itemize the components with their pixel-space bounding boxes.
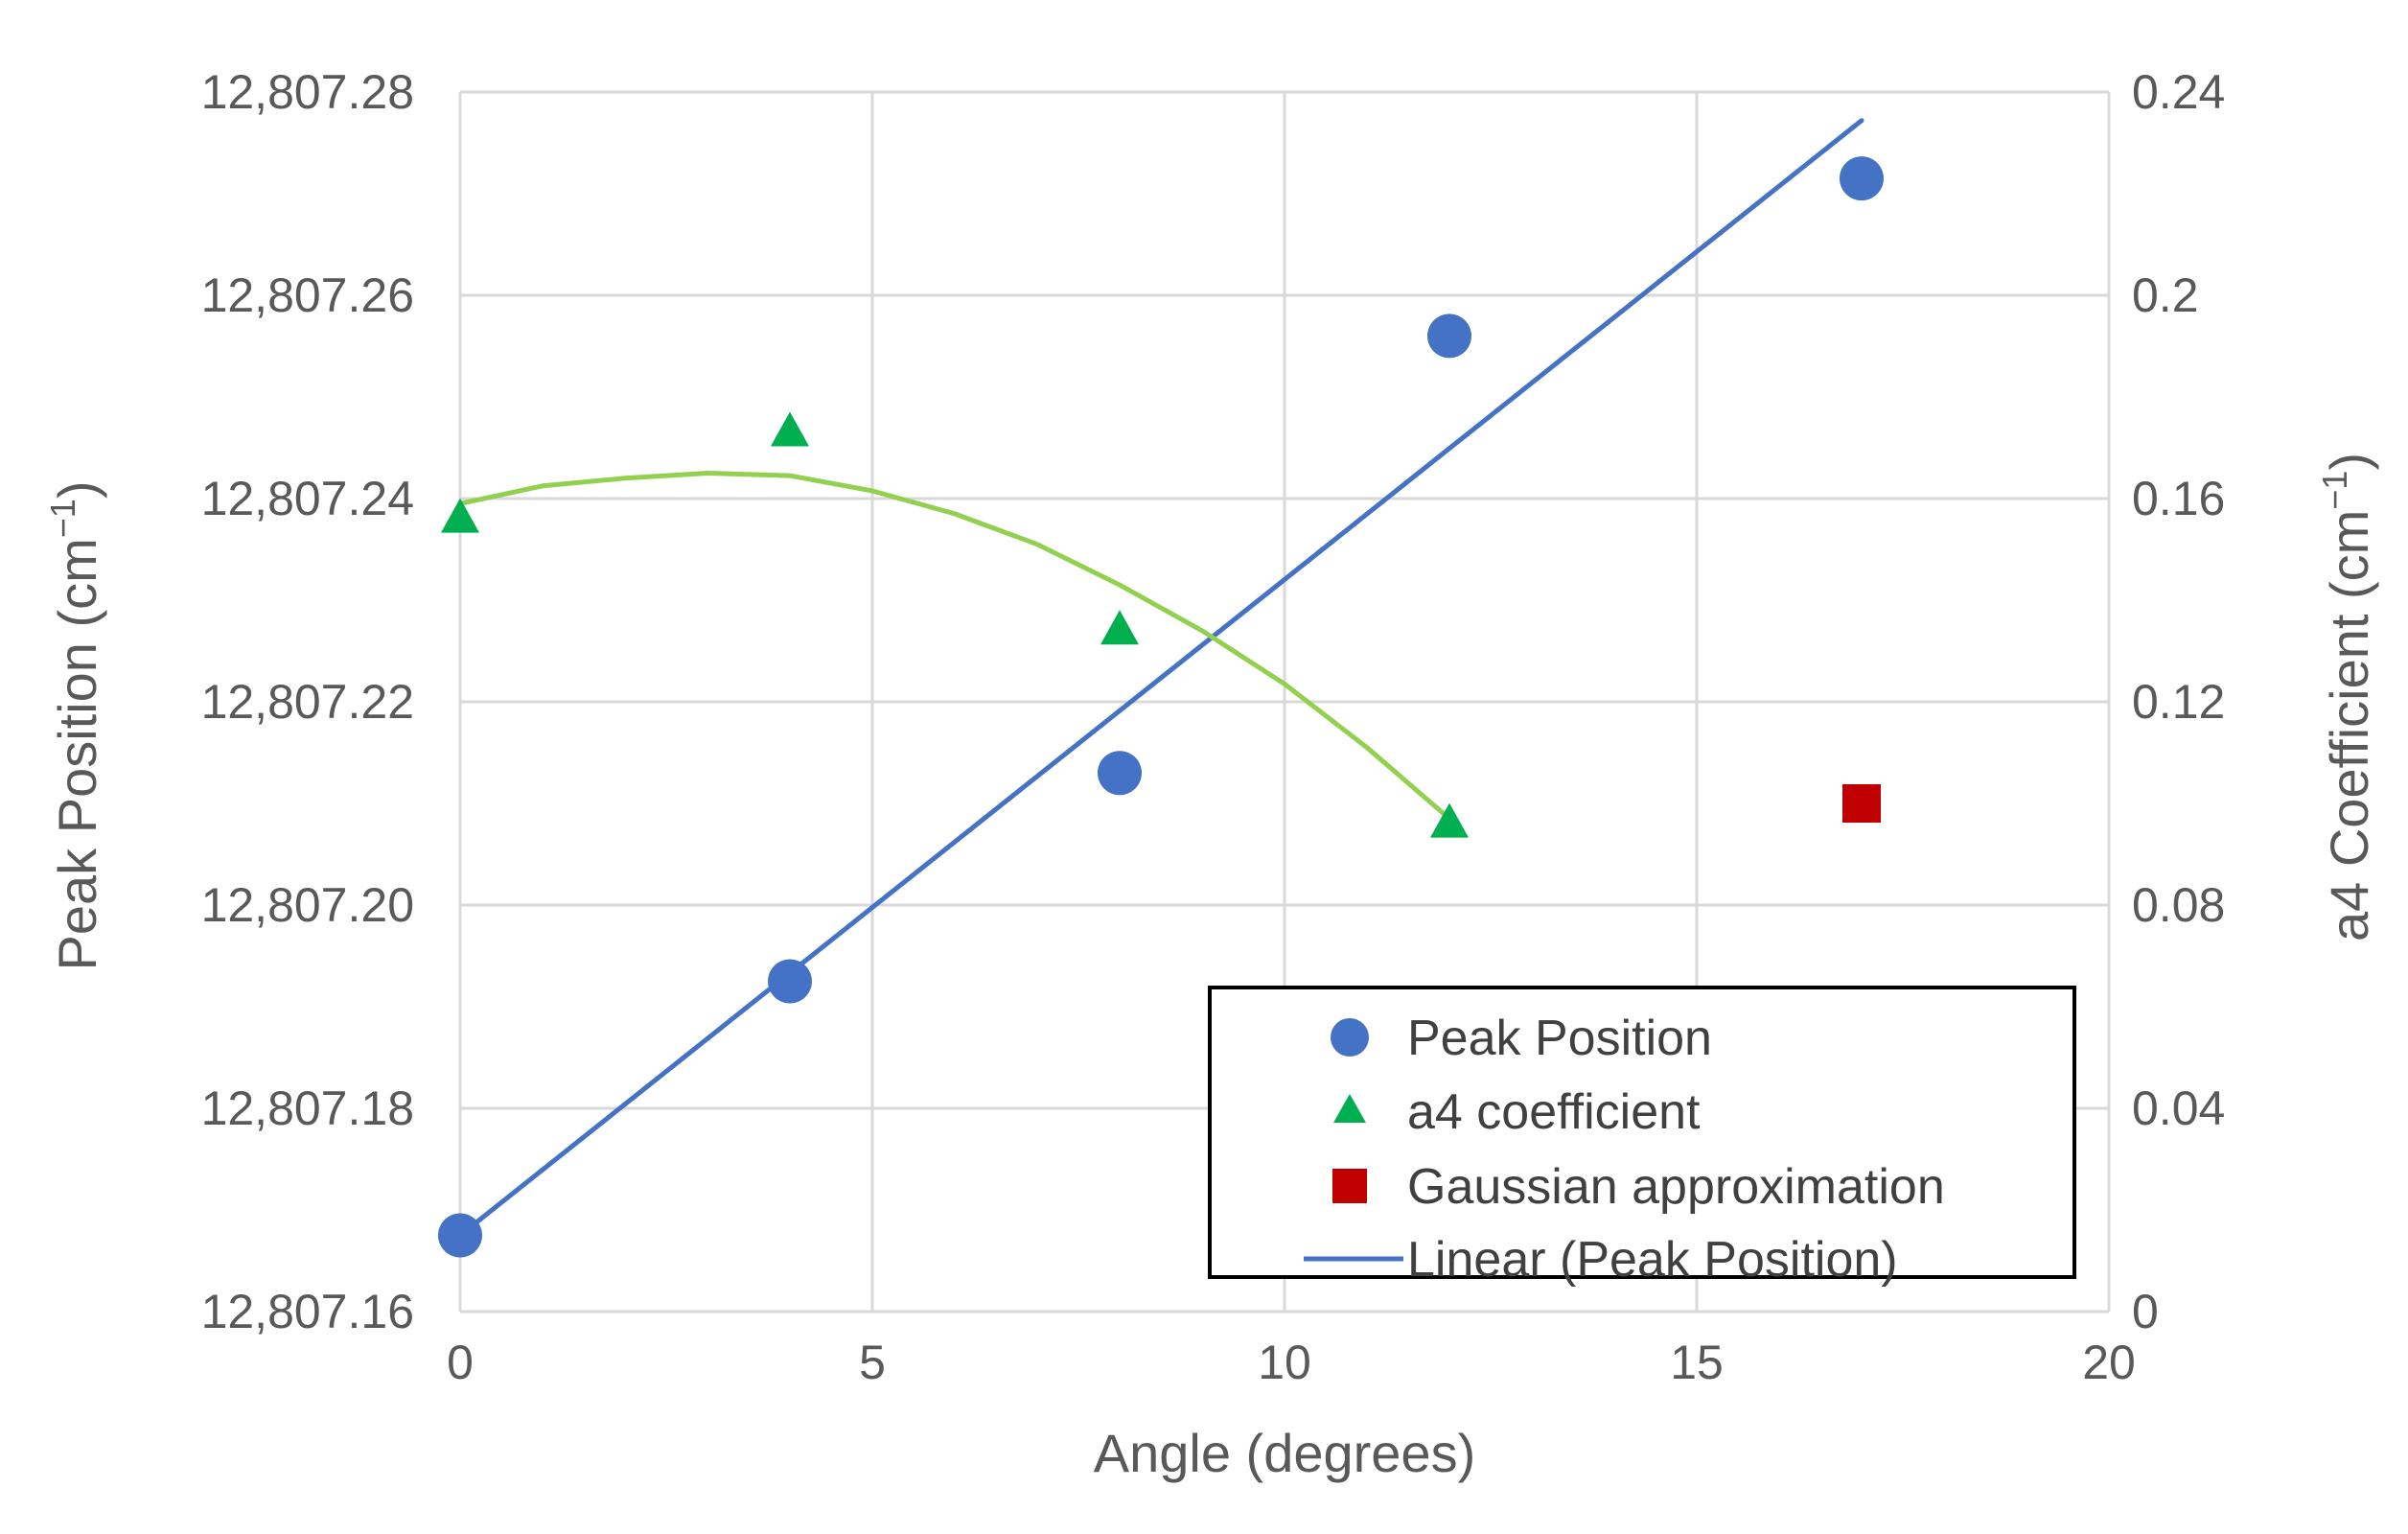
legend-label: Peak Position bbox=[1407, 1011, 1712, 1066]
y-tick-label: 12,807.24 bbox=[201, 472, 414, 525]
x-tick-label: 20 bbox=[2082, 1336, 2136, 1389]
legend-icon-peak-position bbox=[1331, 1018, 1369, 1057]
y-tick-label: 12,807.28 bbox=[201, 65, 414, 119]
a4-coefficient-point bbox=[1430, 802, 1469, 838]
series-layer bbox=[438, 118, 1884, 1258]
y-axis-title-superscript: −1 bbox=[43, 499, 82, 538]
peak-position-point bbox=[768, 959, 812, 1004]
y2-tick-label: 0 bbox=[2132, 1285, 2159, 1338]
x-tick-label: 0 bbox=[447, 1336, 474, 1389]
y2-axis-title: a4 Coefficient (cm−1) bbox=[2315, 453, 2379, 941]
a4-coefficient-point bbox=[1100, 610, 1139, 645]
peak-position-point bbox=[1098, 751, 1142, 796]
y-tick-label: 12,807.22 bbox=[201, 675, 414, 729]
y-tick-label: 12,807.26 bbox=[201, 268, 414, 322]
legend-label: a4 coefficient bbox=[1407, 1084, 1701, 1140]
y2-tick-label: 0.16 bbox=[2132, 472, 2225, 525]
x-tick-label: 5 bbox=[859, 1336, 886, 1389]
y2-tick-label: 0.12 bbox=[2132, 675, 2225, 729]
y-tick-label: 12,807.18 bbox=[201, 1081, 414, 1135]
y2-axis-title-superscript: −1 bbox=[2315, 471, 2354, 510]
legend-label: Gaussian approximation bbox=[1407, 1159, 1945, 1215]
axes: 0 5 10 15 20 12,807.16 12,807.18 12,807.20 12,80… bbox=[43, 65, 2379, 1483]
y2-tick-label: 0.04 bbox=[2132, 1081, 2225, 1135]
y-tick-label: 12,807.20 bbox=[201, 878, 414, 932]
y2-tick-label: 0.24 bbox=[2132, 65, 2225, 119]
a4-trend-curve bbox=[457, 471, 1452, 822]
x-tick-label: 10 bbox=[1258, 1336, 1311, 1389]
legend-icon-a4-coefficient bbox=[1333, 1094, 1366, 1123]
y-axis-title-close: ) bbox=[47, 481, 107, 500]
legend: Peak Position a4 coefficient Gaussian appr… bbox=[1208, 986, 2076, 1288]
legend-icon-gaussian-approximation bbox=[1332, 1169, 1367, 1203]
y-tick-label: 12,807.16 bbox=[201, 1285, 414, 1338]
peak-position-point bbox=[1840, 156, 1884, 201]
x-axis-title: Angle (degrees) bbox=[1094, 1423, 1475, 1483]
gaussian-approximation-point bbox=[1842, 784, 1881, 823]
y2-axis-title-close: ) bbox=[2319, 453, 2379, 471]
a4-coefficient-point bbox=[771, 411, 809, 447]
y-axis-title-text: Peak Position (cm bbox=[47, 538, 107, 970]
y2-tick-label: 0.08 bbox=[2132, 878, 2225, 932]
legend-label: Linear (Peak Position) bbox=[1407, 1232, 1898, 1288]
y2-axis-title-text: a4 Coefficient (cm bbox=[2319, 510, 2379, 941]
y-axis-title: Peak Position (cm−1) bbox=[43, 481, 107, 971]
y2-tick-label: 0.2 bbox=[2132, 268, 2199, 322]
a4-coefficient-point bbox=[441, 498, 479, 533]
trendline-peak-position bbox=[457, 118, 1864, 1238]
peak-position-point bbox=[1427, 314, 1471, 359]
x-tick-label: 15 bbox=[1670, 1336, 1724, 1389]
peak-position-point bbox=[438, 1213, 482, 1258]
